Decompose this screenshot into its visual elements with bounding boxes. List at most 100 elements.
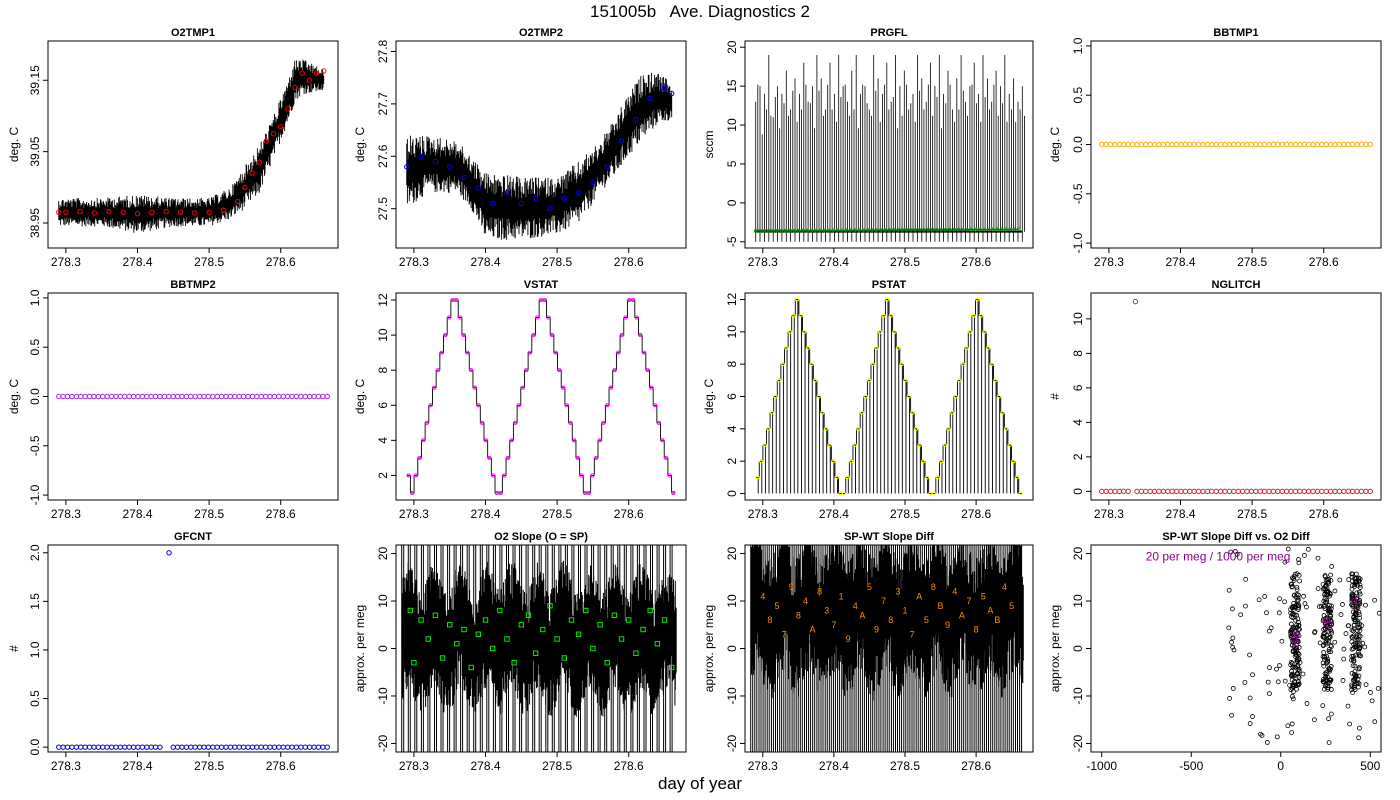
point-vstat: [638, 333, 643, 338]
point-gfcnt: [201, 744, 207, 750]
series-o2tmp2-0: [406, 72, 673, 240]
scatter-point: [1354, 627, 1360, 633]
point-prgfl: [982, 227, 987, 232]
point-bbtmp2: [284, 393, 291, 400]
x-tick-label-o2tmp2-3: 278.6: [614, 255, 644, 269]
scatter-point: [1226, 625, 1232, 631]
point-vstat: [590, 473, 595, 478]
point-o2slope: [489, 645, 496, 652]
scatter-point: [1289, 694, 1295, 699]
scatter-point: [1320, 643, 1326, 649]
point-pstat: [978, 313, 983, 318]
scatter-point: [1229, 639, 1234, 645]
point-pstat: [867, 378, 872, 383]
point-prgfl: [991, 227, 995, 232]
point-bbtmp2: [188, 393, 194, 400]
y-axis-label-vstat: deg. C: [353, 378, 367, 414]
plot-frame-spwt: [744, 544, 1034, 753]
point-label-spwt: 5: [1009, 601, 1014, 611]
point-pstat: [957, 378, 962, 383]
y-tick-label-spwt-4: 20: [725, 547, 739, 561]
scatter-point: [1346, 623, 1351, 629]
point-nglitch: [1182, 488, 1189, 495]
x-tick-label-bbtmp2-0: 278.3: [51, 507, 81, 521]
scatter-point: [1301, 553, 1307, 558]
point-pstat: [863, 394, 868, 399]
point-prgfl: [1012, 227, 1017, 232]
plot-frame-vstat: [395, 292, 687, 501]
scatter-point: [1320, 586, 1326, 592]
scatter-point: [1327, 677, 1332, 683]
point-bbtmp2: [306, 393, 313, 400]
scatter-point: [1292, 612, 1298, 618]
point-label-spwt: 8: [767, 615, 772, 625]
point-scatter_diff: [1355, 603, 1361, 609]
scatter-point: [1338, 612, 1344, 617]
point-o2slope: [618, 636, 625, 642]
stair-line-pstat: [755, 299, 1023, 494]
scatter-point: [1264, 610, 1269, 616]
point-nglitch: [1266, 488, 1272, 495]
point-prgfl: [917, 228, 922, 232]
point-vstat: [656, 420, 661, 425]
scatter-point: [1324, 654, 1330, 659]
point-nglitch: [1279, 488, 1285, 495]
point-vstat: [605, 403, 610, 408]
point-nglitch: [1261, 488, 1268, 495]
scatter-point: [1372, 597, 1378, 603]
point-pstat: [755, 475, 760, 480]
scatter-point: [1329, 564, 1335, 569]
point-scatter_diff: [1324, 617, 1330, 623]
point-label-spwt: 4: [952, 587, 957, 597]
scatter-point: [1293, 652, 1299, 658]
point-bbtmp2: [78, 393, 84, 400]
scatter-point: [1325, 686, 1331, 692]
scatter-point: [1243, 576, 1249, 582]
point-bbtmp1: [1332, 141, 1338, 148]
x-tick-label-prgfl-3: 278.6: [961, 255, 991, 269]
stair-line-vstat: [406, 299, 676, 494]
point-bbtmp2: [298, 393, 304, 400]
scatter-point: [1297, 578, 1302, 584]
scatter-point: [1294, 664, 1300, 670]
scatter-point: [1363, 682, 1369, 688]
point-o2tmp1: [177, 209, 184, 216]
scatter-point: [1341, 646, 1347, 652]
point-o2slope: [604, 660, 610, 666]
y-tick-label-bbtmp1-2: 0.0: [1071, 136, 1085, 153]
point-label-spwt: 7: [910, 629, 915, 639]
point-pstat: [802, 329, 807, 334]
point-prgfl: [883, 228, 887, 232]
point-label-spwt: 4: [1002, 582, 1007, 592]
point-pstat: [1011, 459, 1016, 464]
scatter-point: [1332, 639, 1338, 645]
x-tick-label-scatter_diff-3: 500: [1360, 759, 1380, 773]
series-bbtmp1-0: [1099, 141, 1373, 148]
point-prgfl: [1004, 227, 1008, 232]
scatter-point: [1291, 577, 1297, 583]
point-bbtmp1: [1182, 141, 1189, 148]
scatter-point: [1327, 609, 1333, 615]
point-vstat: [597, 438, 602, 443]
scatter-point: [1357, 597, 1362, 603]
point-prgfl: [788, 228, 792, 233]
point-label-spwt: 9: [789, 582, 794, 592]
point-prgfl: [870, 228, 874, 232]
scatter-point: [1315, 555, 1321, 561]
panel-title-spwt: SP-WT Slope Diff: [844, 531, 934, 543]
x-tick-label-bbtmp1-3: 278.6: [1309, 255, 1339, 269]
point-gfcnt: [315, 744, 322, 750]
point-bbtmp2: [201, 393, 207, 400]
series-prgfl-0: [755, 55, 1025, 242]
scatter-point: [1277, 596, 1282, 602]
scatter-point: [1353, 652, 1359, 658]
point-nglitch: [1173, 488, 1180, 495]
point-prgfl: [822, 228, 827, 233]
noise-spwt: [750, 545, 1024, 752]
scatter-point: [1288, 630, 1294, 635]
point-bbtmp2: [166, 393, 172, 400]
point-gfcnt: [113, 744, 119, 750]
plot-frame-o2slope: [395, 544, 687, 753]
point-pstat: [816, 394, 821, 399]
point-prgfl: [866, 228, 870, 233]
